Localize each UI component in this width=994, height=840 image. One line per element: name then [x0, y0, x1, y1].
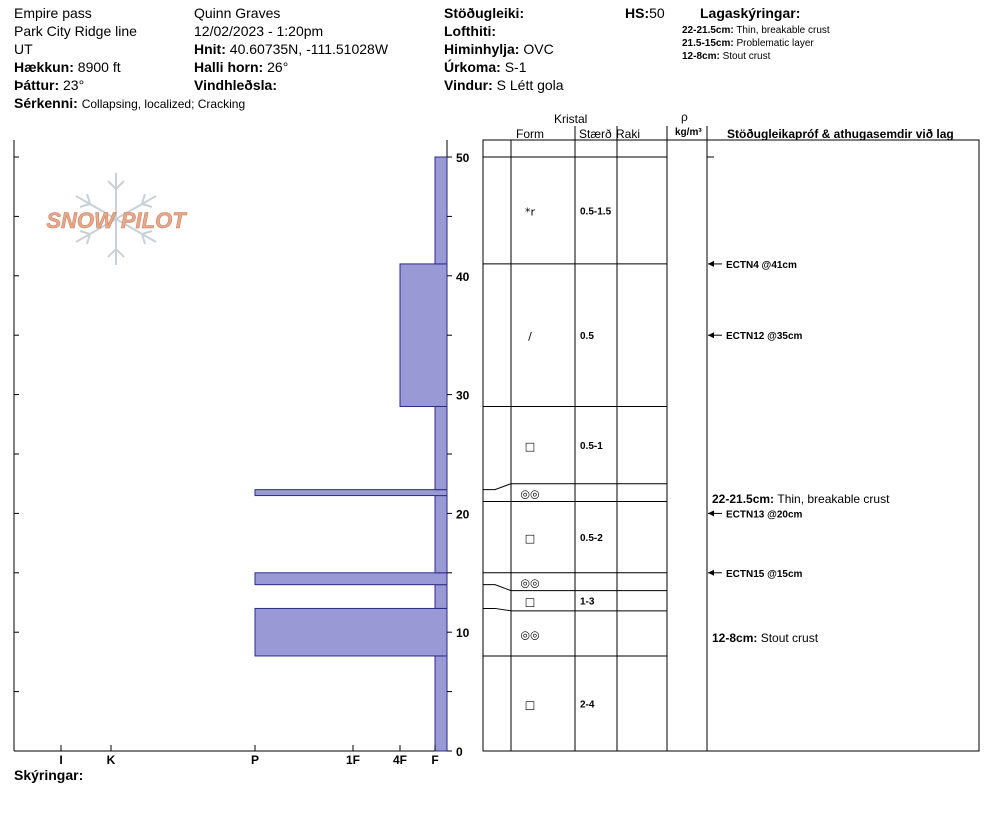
observer: Quinn Graves	[194, 5, 281, 21]
y-tick-label: 0	[456, 745, 463, 759]
hardness-bar	[434, 655, 448, 752]
grain-form-symbol: □	[525, 532, 535, 545]
y-tick-label: 20	[456, 507, 470, 521]
grain-size-label: 0.5-2	[580, 533, 603, 544]
state: UT	[14, 41, 33, 57]
x-tick-label: 1F	[346, 753, 360, 767]
test-label: ECTN4 @41cm	[726, 260, 797, 271]
layer-connector	[483, 584, 512, 592]
slope-label: Halli horn:	[194, 59, 264, 75]
precip-value: S-1	[504, 59, 527, 75]
test-arrowhead	[708, 332, 714, 339]
y-tick-label: 10	[456, 626, 470, 640]
precip: Úrkoma: S-1	[444, 59, 526, 75]
grain-size-label: 2-4	[580, 699, 595, 710]
layer-comment: 12-8cm: Stout crust	[712, 631, 819, 645]
hs-label: HS:	[625, 5, 650, 21]
legend-item: 22-21.5cm: Thin, breakable crust	[682, 25, 830, 36]
sky-value: OVC	[523, 41, 554, 57]
sky: Himinhylja: OVC	[444, 41, 554, 57]
grain-form-symbol: ◎◎	[520, 628, 539, 641]
grain-form-symbol: □	[525, 596, 535, 609]
grain-table-frame	[482, 139, 980, 752]
x-tick-label: K	[107, 753, 116, 767]
tests-header: Stöðugleikapróf & athugasemdir við lag	[727, 127, 954, 141]
hardness-bar	[254, 489, 448, 497]
hs: HS:50	[625, 5, 665, 21]
legend-title: Lagaskýringar:	[700, 5, 801, 21]
grain-size-label: 0.5-1.5	[580, 206, 612, 217]
grain-form-symbol: □	[525, 698, 535, 711]
layer-connector	[483, 483, 512, 491]
grain-form-symbol: □	[525, 440, 535, 453]
x-tick-label: 4F	[393, 753, 407, 767]
characteristics-value: Collapsing, localized; Cracking	[81, 97, 246, 111]
characteristics-label: Sérkenni:	[14, 95, 78, 111]
moisture-header: Raki	[616, 127, 641, 141]
test-label: ECTN15 @15cm	[726, 569, 803, 580]
legend-item: 21.5-15cm: Problematic layer	[682, 38, 814, 49]
stability-label: Stöðugleiki:	[444, 5, 525, 21]
wind: Vindur: S Létt gola	[444, 77, 564, 93]
hardness-bar	[254, 607, 448, 657]
grain-size-label: 1-3	[580, 597, 595, 608]
x-tick-label: I	[59, 753, 62, 767]
slope: Halli horn: 26°	[194, 59, 288, 75]
datetime: 12/02/2023 - 1:20pm	[194, 23, 324, 39]
kristal-header: Kristal	[554, 112, 588, 126]
hs-value: 50	[649, 5, 665, 21]
test-label: ECTN13 @20cm	[726, 509, 803, 520]
sky-label: Himinhylja:	[444, 41, 520, 57]
comments-label: Skýringar:	[14, 767, 84, 783]
hardness-bar	[399, 263, 448, 407]
grain-size-label: 0.5-1	[580, 441, 603, 452]
coords: Hnit: 40.60735N, -111.51028W	[194, 41, 388, 57]
grain-form-symbol: ◎◎	[520, 577, 539, 590]
legend-item: 12-8cm: Stout crust	[682, 51, 771, 62]
test-arrowhead	[708, 569, 714, 576]
air-temp-label: Lofthiti:	[444, 23, 497, 39]
aspect: Þáttur: 23°	[14, 77, 84, 93]
size-header: Stærð	[579, 127, 612, 141]
x-tick-label: F	[431, 753, 438, 767]
aspect-value: 23°	[63, 77, 85, 93]
hardness-bar	[434, 405, 448, 491]
grain-size-label: 0.5	[580, 331, 594, 342]
elevation-label: Hækkun:	[14, 59, 74, 75]
hardness-bar	[434, 156, 448, 265]
hardness-bar	[434, 495, 448, 574]
location: Empire pass	[14, 5, 92, 21]
aspect-label: Þáttur:	[14, 77, 60, 93]
wind-loading-label: Vindhleðsla:	[194, 77, 277, 93]
slope-value: 26°	[267, 59, 289, 75]
wind-label: Vindur:	[444, 77, 493, 93]
rho-header: ρ	[681, 110, 688, 124]
precip-label: Úrkoma:	[444, 59, 501, 75]
grain-form-symbol: /	[528, 330, 532, 343]
elevation: Hækkun: 8900 ft	[14, 59, 121, 75]
form-header: Form	[516, 127, 544, 141]
y-tick-label: 30	[456, 389, 470, 403]
coords-value: 40.60735N, -111.51028W	[229, 41, 389, 57]
coords-label: Hnit:	[194, 41, 226, 57]
wind-value: S Létt gola	[496, 77, 564, 93]
density-unit-header: kg/m³	[675, 127, 702, 138]
test-arrowhead	[708, 260, 714, 267]
grain-form-symbol: ◎◎	[520, 488, 539, 501]
hardness-bar	[434, 584, 448, 609]
y-tick-label: 50	[456, 151, 470, 165]
test-arrowhead	[708, 510, 714, 517]
test-label: ECTN12 @35cm	[726, 331, 803, 342]
characteristics: Sérkenni: Collapsing, localized; Crackin…	[14, 95, 245, 112]
y-tick-label: 40	[456, 270, 470, 284]
x-tick-label: P	[251, 753, 259, 767]
grain-form-symbol: *r	[525, 205, 536, 218]
layer-connector	[483, 607, 512, 612]
elevation-value: 8900 ft	[77, 59, 121, 75]
layer-comment: 22-21.5cm: Thin, breakable crust	[712, 492, 890, 506]
route: Park City Ridge line	[14, 23, 137, 39]
hardness-bar	[254, 572, 448, 586]
